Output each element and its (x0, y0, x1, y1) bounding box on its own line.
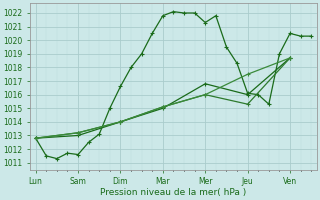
X-axis label: Pression niveau de la mer( hPa ): Pression niveau de la mer( hPa ) (100, 188, 247, 197)
